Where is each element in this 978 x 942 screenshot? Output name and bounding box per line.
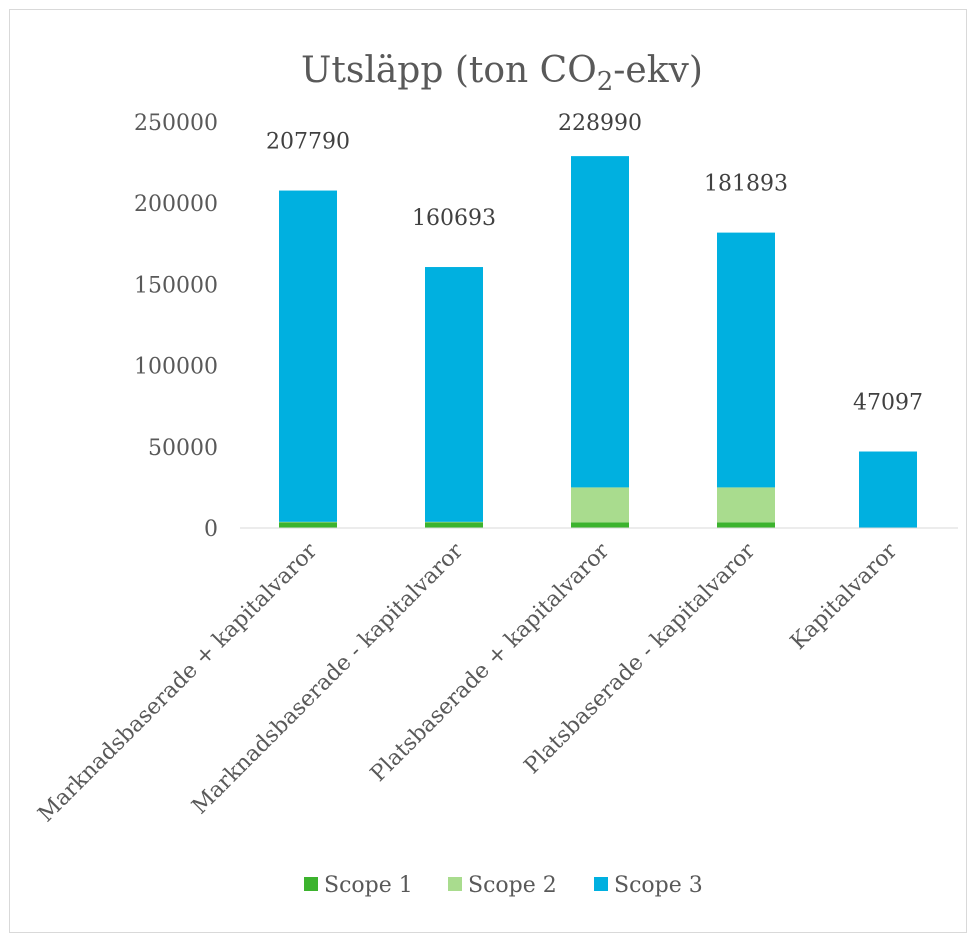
bar-segment-scope-1 bbox=[717, 522, 775, 528]
data-label-total: 207790 bbox=[266, 130, 350, 155]
data-label-total: 47097 bbox=[853, 391, 923, 416]
data-labels: 207790 160693 228990 181893 47097 bbox=[266, 111, 923, 416]
data-label-total: 160693 bbox=[412, 206, 496, 231]
x-axis-categories: Marknadsbaserade + kapitalvarorMarknadsb… bbox=[34, 538, 903, 827]
y-tick-label: 0 bbox=[204, 517, 218, 542]
x-category-label: Marknadsbaserade - kapitalvaror bbox=[187, 538, 468, 819]
legend-label-scope-1: Scope 1 bbox=[324, 873, 413, 898]
y-tick-label: 200000 bbox=[134, 192, 218, 217]
bars bbox=[279, 156, 917, 528]
bar-segment-scope-3 bbox=[279, 190, 337, 522]
bar-segment-scope-3 bbox=[425, 267, 483, 522]
y-tick-label: 150000 bbox=[134, 273, 218, 298]
legend-swatch-scope-1 bbox=[304, 877, 318, 891]
legend-swatch-scope-3 bbox=[594, 877, 608, 891]
legend: Scope 1 Scope 2 Scope 3 bbox=[304, 873, 703, 898]
y-axis: 0 50000 100000 150000 200000 250000 bbox=[134, 111, 218, 542]
chart-title-suffix: -ekv) bbox=[613, 50, 703, 91]
y-tick-label: 50000 bbox=[148, 436, 218, 461]
bar-segment-scope-3 bbox=[717, 232, 775, 488]
legend-label-scope-3: Scope 3 bbox=[614, 873, 703, 898]
bar-segment-scope-3 bbox=[571, 156, 629, 488]
data-label-total: 181893 bbox=[704, 172, 788, 197]
x-category-label: Platsbaserade + kapitalvaror bbox=[366, 538, 615, 787]
y-tick-label: 100000 bbox=[134, 355, 218, 380]
bar-segment-scope-1 bbox=[571, 522, 629, 528]
y-tick-label: 250000 bbox=[134, 111, 218, 136]
chart-title: Utsläpp (ton CO2-ekv) bbox=[301, 50, 703, 97]
x-category-label: Kapitalvaror bbox=[786, 538, 903, 655]
chart-title-prefix: Utsläpp (ton CO bbox=[301, 50, 597, 91]
legend-swatch-scope-2 bbox=[448, 877, 462, 891]
chart-title-subscript: 2 bbox=[597, 67, 614, 97]
bar-segment-scope-1 bbox=[279, 522, 337, 528]
chart-frame bbox=[9, 9, 967, 933]
bar-segment-scope-2 bbox=[571, 487, 629, 523]
x-category-label: Platsbaserade - kapitalvaror bbox=[520, 538, 761, 779]
data-label-total: 228990 bbox=[558, 111, 642, 136]
bar-segment-scope-2 bbox=[717, 487, 775, 523]
bar-segment-scope-3 bbox=[859, 451, 917, 528]
bar-segment-scope-1 bbox=[425, 522, 483, 528]
legend-label-scope-2: Scope 2 bbox=[468, 873, 557, 898]
x-category-label: Marknadsbaserade + kapitalvaror bbox=[34, 538, 323, 827]
